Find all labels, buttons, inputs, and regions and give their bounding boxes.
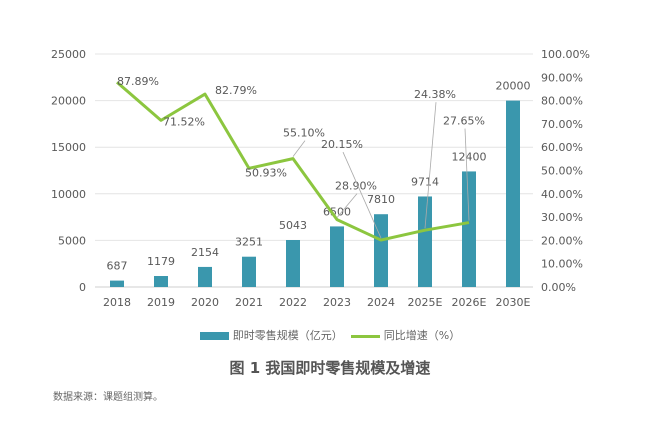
growth-data-label: 24.38% [414,88,456,101]
left-axis-tick-label: 0 [79,281,86,294]
x-axis-tick-label: 2018 [103,296,131,309]
legend-line-label: 同比增速（%） [383,329,461,342]
bar-data-label: 20000 [496,80,531,93]
x-axis-tick-label: 2026E [452,296,487,309]
bar [418,196,432,287]
x-axis-tick-label: 2020 [191,296,219,309]
bar [198,266,212,287]
data-label-leader [336,193,358,218]
x-axis-tick-label: 2021 [235,296,263,309]
legend-item-bar: 即时零售规模（亿元） [199,327,343,343]
legend: 即时零售规模（亿元） 同比增速（%） [0,327,660,343]
x-axis-tick-label: 2024 [367,296,395,309]
growth-data-label: 20.15% [321,138,363,151]
right-axis-tick-label: 100.00% [541,48,590,61]
bar [506,100,520,287]
right-axis-tick-label: 50.00% [541,165,583,178]
chart-svg: 0.00% 10.00% 20.00% 30.00% 40.00% 50.00% 60.00… [51,48,590,309]
data-label-leader [464,128,470,221]
right-axis-tick-label: 10.00% [541,258,583,271]
bar-data-label: 5043 [279,219,307,232]
growth-data-label: 27.65% [443,115,485,128]
data-source-note: 数据来源：课题组测算。 [53,392,163,403]
left-axis-tick-label: 15000 [51,141,86,154]
bar [242,256,256,287]
bar [110,280,124,287]
data-label-leader [424,102,437,229]
bar [154,276,168,287]
legend-line-swatch [350,334,380,338]
bar-data-label: 687 [107,260,128,273]
growth-data-label: 71.52% [163,115,205,128]
data-label-leader [342,151,382,239]
right-axis-tick-label: 30.00% [541,211,583,224]
growth-data-label: 28.90% [335,180,377,193]
growth-data-label: 50.93% [245,166,287,179]
left-axis-tick-label: 25000 [51,48,86,61]
x-axis-tick-label: 2025E [408,296,443,309]
right-axis-tick-label: 90.00% [541,71,583,84]
growth-data-label: 87.89% [117,75,159,88]
legend-bar-label: 即时零售规模（亿元） [232,329,343,342]
right-axis-tick-label: 70.00% [541,118,583,131]
chart-title: 图 1 我国即时零售规模及增速 [229,359,431,377]
bar [286,239,300,287]
growth-data-label: 55.10% [283,127,325,140]
x-axis-tick-label: 2030E [496,296,531,309]
bar [374,214,388,287]
right-axis-tick-label: 80.00% [541,95,583,108]
bar-data-label: 7810 [367,193,395,206]
bar [330,226,344,287]
data-label-leader [292,140,306,157]
left-axis-tick-label: 10000 [51,188,86,201]
bar-data-label: 9714 [411,175,439,188]
x-axis-tick-label: 2019 [147,296,175,309]
x-axis-tick-label: 2023 [323,296,351,309]
legend-bar-swatch [199,332,229,340]
left-axis-tick-label: 20000 [51,95,86,108]
right-axis-tick-label: 0.00% [541,281,576,294]
x-axis-tick-label: 2022 [279,296,307,309]
legend-item-line: 同比增速（%） [350,327,461,343]
growth-line [116,81,470,242]
right-axis-tick-label: 60.00% [541,141,583,154]
left-axis-tick-label: 5000 [58,234,86,247]
bar-data-label: 1179 [147,255,175,268]
bar [462,171,476,287]
growth-data-label: 82.79% [215,84,257,97]
right-axis-tick-label: 40.00% [541,188,583,201]
right-axis-tick-label: 20.00% [541,234,583,247]
bar-data-label: 3251 [235,236,263,249]
bar-data-label: 2154 [191,246,219,259]
bar-data-label: 12400 [452,150,487,163]
